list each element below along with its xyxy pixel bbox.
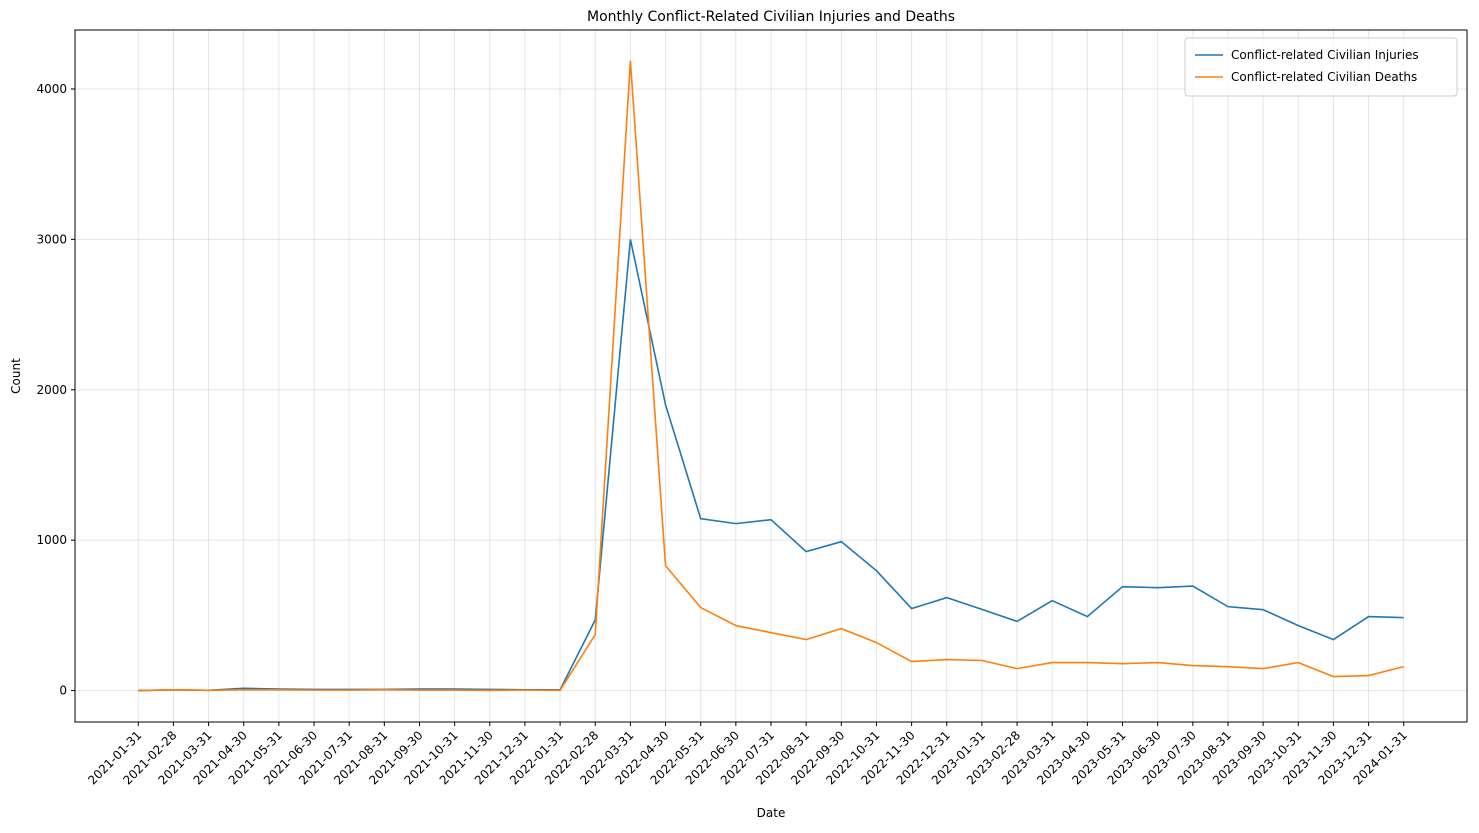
legend-box <box>1184 37 1458 97</box>
x-axis-label: Date <box>757 806 786 820</box>
legend-label: Conflict-related Civilian Injuries <box>1231 48 1419 62</box>
y-tick-label: 3000 <box>36 232 67 246</box>
line-series <box>138 60 1404 692</box>
y-tick-label: 1000 <box>36 533 67 547</box>
y-tick-label: 4000 <box>36 82 67 96</box>
y-tick-label: 0 <box>59 684 67 698</box>
y-axis-label: Count <box>9 358 23 394</box>
plot-frame <box>74 29 1468 723</box>
chart-title: Monthly Conflict-Related Civilian Injuri… <box>587 9 955 25</box>
legend-label: Conflict-related Civilian Deaths <box>1231 70 1417 84</box>
y-tick-label: 2000 <box>36 383 67 397</box>
